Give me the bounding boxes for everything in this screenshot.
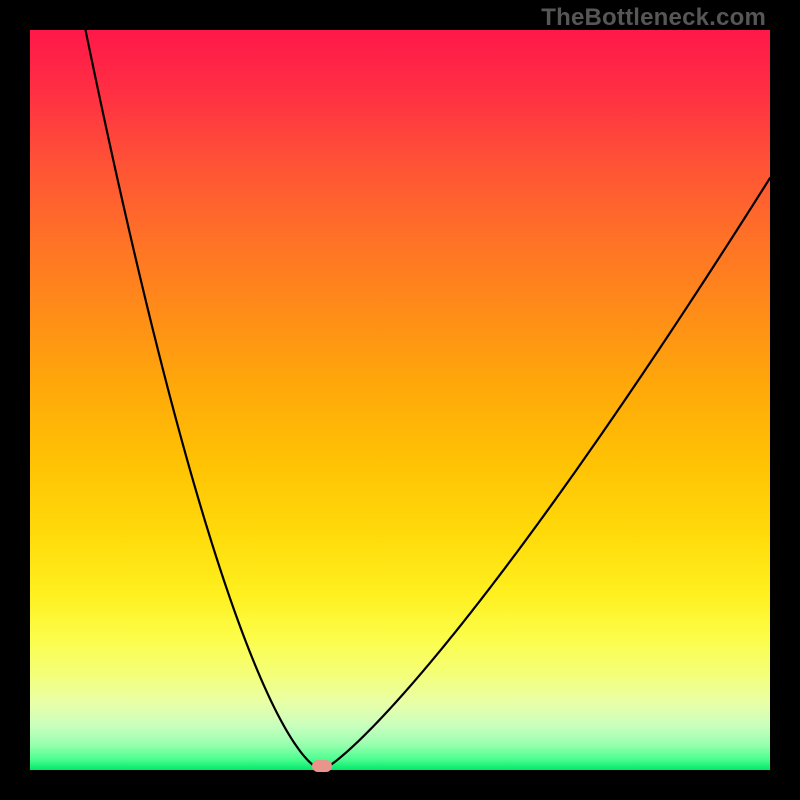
plot-area xyxy=(30,30,770,770)
bottleneck-curve-chart xyxy=(30,30,770,770)
gradient-background xyxy=(30,30,770,770)
watermark-text: TheBottleneck.com xyxy=(541,4,766,32)
optimum-marker xyxy=(312,760,332,772)
chart-container: TheBottleneck.com xyxy=(0,0,800,800)
